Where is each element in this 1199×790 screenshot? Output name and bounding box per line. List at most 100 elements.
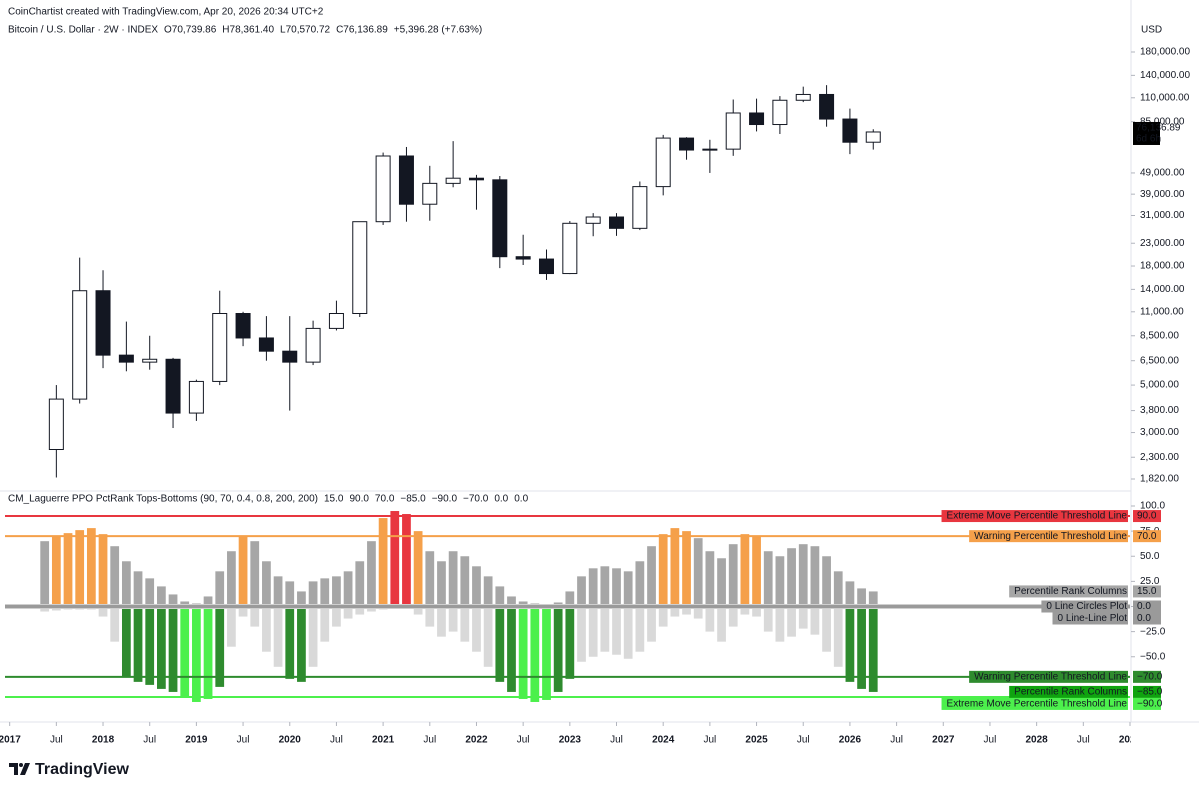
column xyxy=(868,591,878,607)
column xyxy=(647,546,656,607)
tag-value-bg xyxy=(1133,600,1161,613)
tag-name: 0 Line Circles Plot xyxy=(1046,601,1127,612)
series-tag: Extreme Move Percentile Threshold Line −9… xyxy=(941,697,1163,710)
x-tick-label: Jul xyxy=(610,735,623,746)
column xyxy=(623,606,633,659)
column xyxy=(798,544,808,607)
candle-body xyxy=(188,380,204,414)
column xyxy=(693,606,703,619)
column xyxy=(75,530,85,607)
column xyxy=(98,606,108,617)
column xyxy=(518,606,528,699)
column xyxy=(215,606,225,687)
tag-name-bg xyxy=(969,670,1128,683)
column xyxy=(647,606,656,642)
column xyxy=(483,606,493,667)
x-tick-label: Jul xyxy=(1077,735,1090,746)
column xyxy=(390,511,400,607)
column xyxy=(238,606,248,617)
candle-body xyxy=(445,177,461,184)
column xyxy=(448,606,458,632)
legend-value: −85.0 xyxy=(400,494,426,505)
logo: TradingView xyxy=(9,761,130,778)
candle-body xyxy=(328,313,344,329)
candle-body xyxy=(142,358,158,363)
column xyxy=(425,606,435,627)
column xyxy=(145,578,155,607)
column xyxy=(273,606,283,667)
column xyxy=(367,541,376,607)
tag-value: 15.0 xyxy=(1137,586,1157,597)
column xyxy=(763,551,773,607)
column xyxy=(775,556,785,607)
column xyxy=(740,606,750,615)
column xyxy=(40,541,50,607)
column xyxy=(332,606,341,627)
column xyxy=(588,568,598,607)
y-tick-label: 85,000.00 xyxy=(1140,116,1185,127)
column xyxy=(332,576,341,607)
last-price-tag xyxy=(1133,121,1160,145)
candle-body xyxy=(352,221,368,315)
column xyxy=(192,606,201,702)
column xyxy=(168,606,178,692)
column xyxy=(635,606,645,652)
column xyxy=(472,606,481,652)
y-tick-label: 2,300.00 xyxy=(1140,452,1179,463)
attribution: CoinChartist created with TradingView.co… xyxy=(8,7,324,18)
series-tag: Percentile Rank Columns 15.0 xyxy=(1009,585,1161,598)
tag-value: 0.0 xyxy=(1137,613,1151,624)
column xyxy=(682,606,691,615)
candle-body xyxy=(842,118,858,143)
tag-name: Extreme Move Percentile Threshold Line xyxy=(947,511,1128,522)
x-tick-label: 2029 xyxy=(1119,735,1142,746)
column xyxy=(110,606,120,642)
tag-name-bg xyxy=(1052,612,1128,625)
legend-value: 0.0 xyxy=(514,494,528,505)
column xyxy=(507,596,516,607)
tag-name: Percentile Rank Columns xyxy=(1014,586,1127,597)
tag-name: 0 Line-Line Plot xyxy=(1058,613,1128,624)
candle-body xyxy=(95,290,111,356)
candle-body xyxy=(655,137,671,188)
tag-name: Percentile Rank Columns xyxy=(1014,687,1127,698)
column xyxy=(308,606,318,667)
column xyxy=(740,534,750,607)
column xyxy=(717,606,726,642)
candle-body xyxy=(118,354,134,363)
column xyxy=(367,606,376,612)
column xyxy=(86,528,96,607)
column xyxy=(402,514,411,607)
x-tick-label: Jul xyxy=(517,735,530,746)
column xyxy=(810,606,820,635)
tag-name-bg xyxy=(941,510,1128,523)
column xyxy=(868,606,878,692)
column xyxy=(833,606,843,667)
y-tick-label: −25.0 xyxy=(1140,626,1166,637)
candle-body xyxy=(48,398,64,451)
column xyxy=(693,538,703,607)
column xyxy=(227,606,236,647)
candle-body xyxy=(632,186,648,229)
column xyxy=(565,606,575,679)
column xyxy=(355,561,365,607)
column xyxy=(320,606,330,642)
y-tick-label: 8,500.00 xyxy=(1140,330,1179,341)
column xyxy=(495,606,505,682)
candle-body xyxy=(515,256,531,260)
x-tick-label: Jul xyxy=(50,735,63,746)
column xyxy=(507,606,516,692)
x-tick-label: 2027 xyxy=(932,735,955,746)
y-tick-label: 18,000.00 xyxy=(1140,261,1185,272)
tag-value: 90.0 xyxy=(1137,511,1157,522)
candle-body xyxy=(865,131,881,143)
y-tick-label: −50.0 xyxy=(1140,651,1166,662)
tag-name-bg xyxy=(1041,600,1128,613)
column xyxy=(705,606,715,632)
column xyxy=(822,556,831,607)
column xyxy=(413,531,423,607)
column xyxy=(460,556,470,607)
tag-value-bg xyxy=(1133,697,1161,710)
tag-value-bg xyxy=(1133,612,1161,625)
